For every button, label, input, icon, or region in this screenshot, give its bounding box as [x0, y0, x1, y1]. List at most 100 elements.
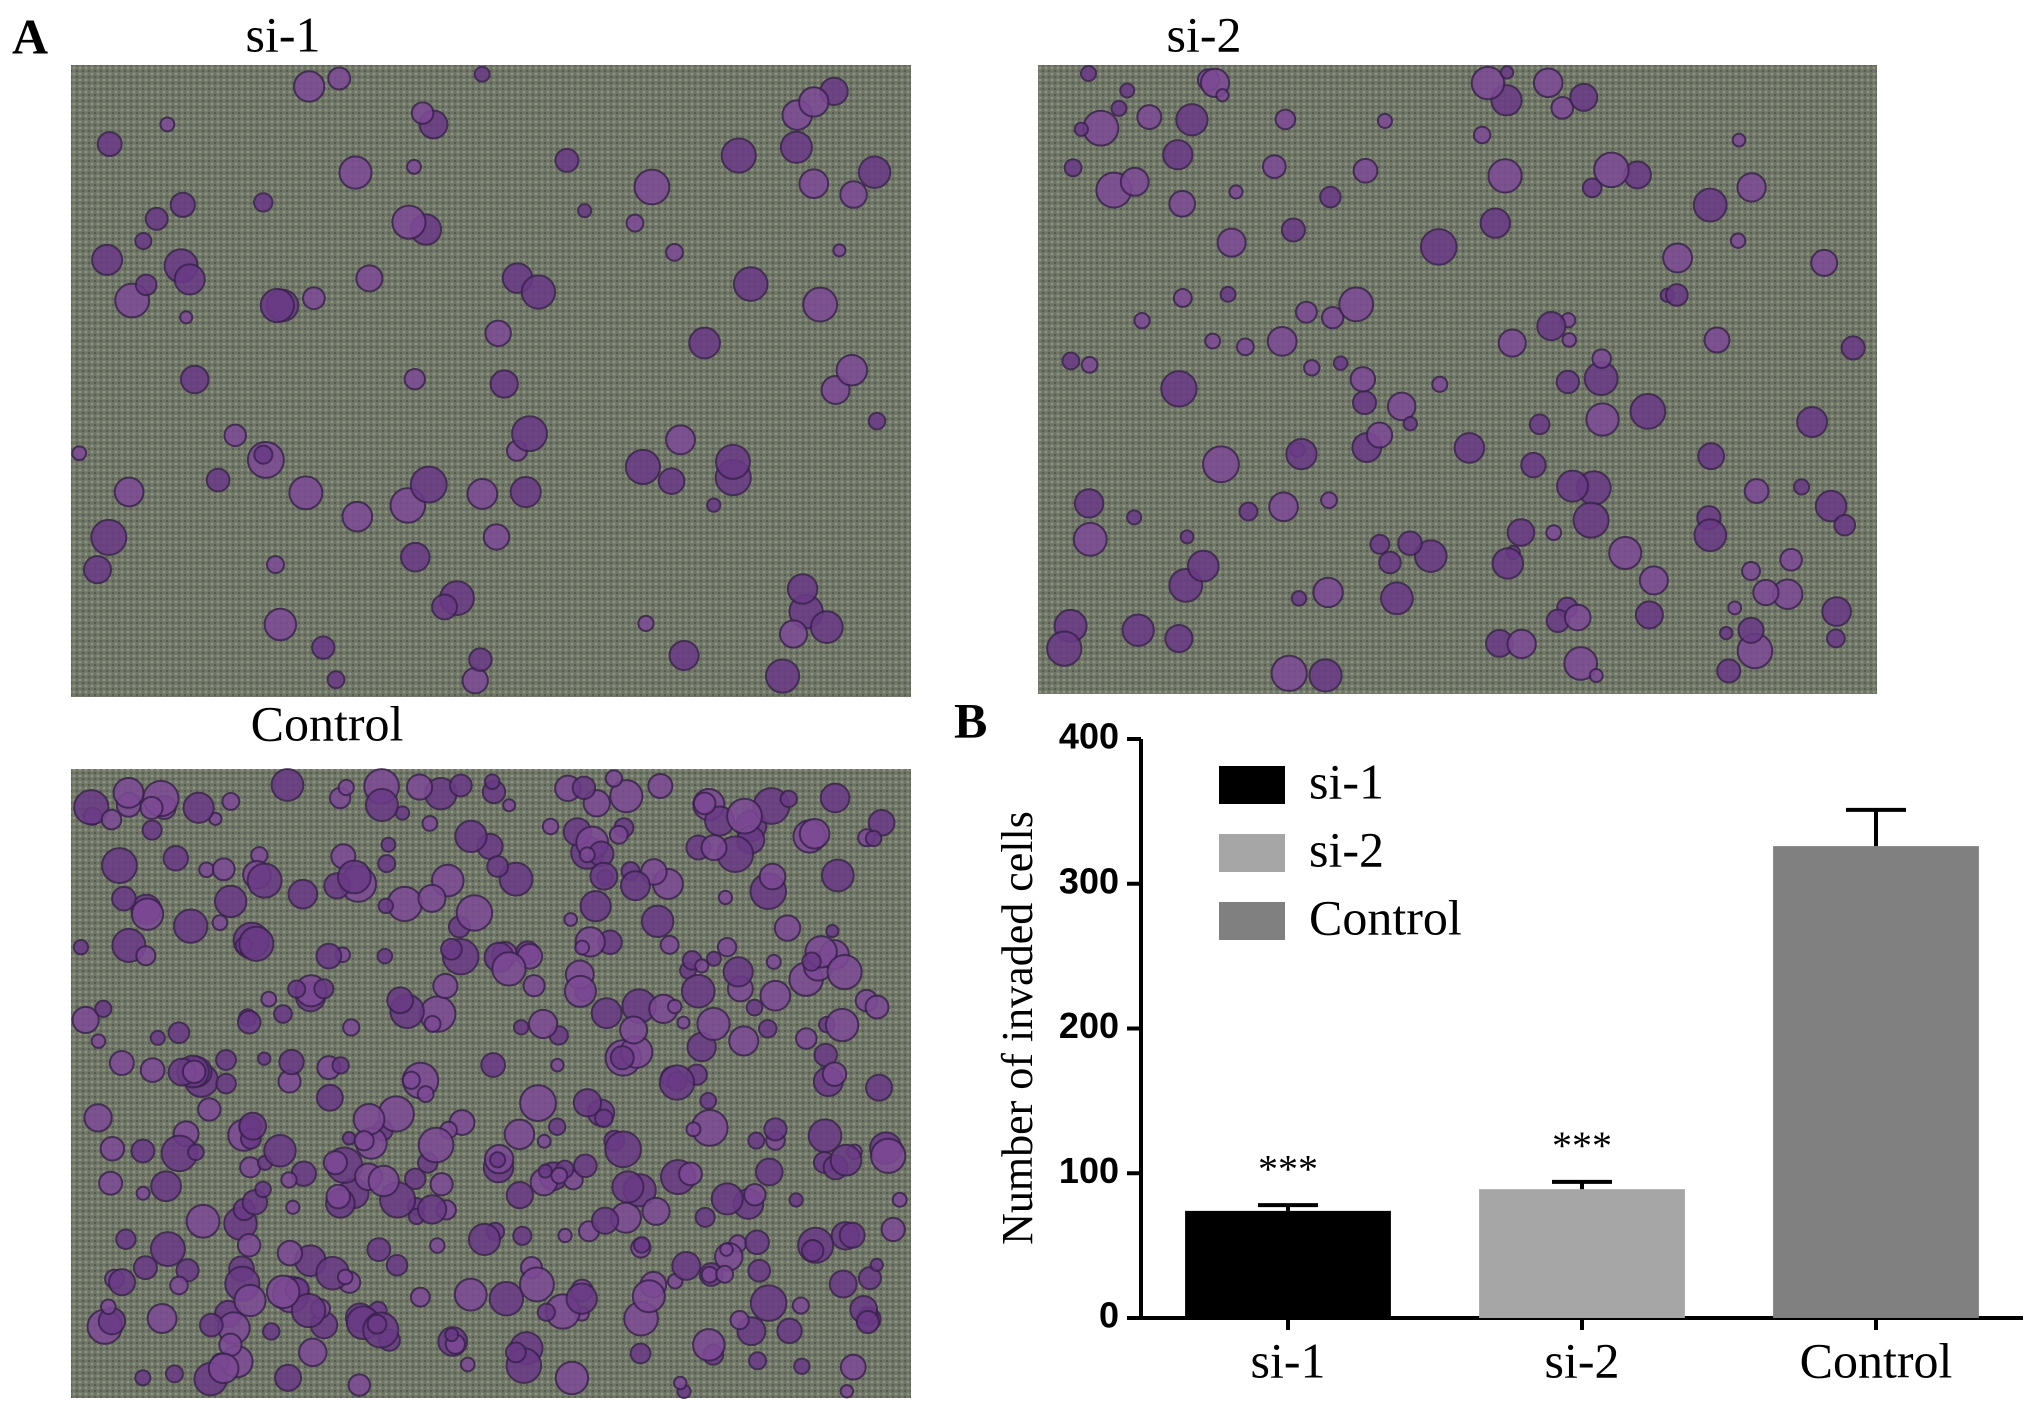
cell [1186, 549, 1220, 583]
cell [657, 467, 686, 495]
cell [134, 273, 158, 297]
cell [509, 475, 542, 509]
cell [90, 518, 128, 556]
cell [631, 1279, 666, 1314]
cell [717, 889, 734, 906]
cell [1634, 600, 1664, 630]
cell [795, 1027, 818, 1050]
cell [1569, 82, 1599, 112]
cell [1397, 530, 1423, 557]
y-tick-label: 400 [1059, 716, 1119, 757]
cell [1556, 469, 1590, 503]
cell [260, 990, 278, 1008]
cell [263, 1134, 297, 1168]
cell [1338, 286, 1375, 323]
cell [107, 1268, 136, 1297]
cell [1585, 402, 1620, 437]
cell [1608, 536, 1643, 571]
cell [502, 798, 517, 813]
cell [409, 465, 448, 504]
cell [337, 859, 372, 895]
cell [1414, 539, 1448, 573]
cell [591, 1206, 620, 1235]
cell [548, 1117, 567, 1136]
cell [90, 1033, 107, 1049]
cell [270, 768, 305, 802]
cell [1280, 217, 1306, 243]
cell [624, 448, 661, 486]
cell [410, 101, 435, 125]
cell [864, 829, 883, 848]
cell [732, 266, 769, 302]
cell [763, 1117, 788, 1142]
cell [668, 639, 700, 671]
cell [589, 861, 619, 891]
cell [182, 791, 215, 824]
cell [1497, 328, 1527, 358]
cell [745, 998, 764, 1017]
cell [489, 369, 519, 399]
cell [1352, 157, 1379, 184]
cell [764, 658, 801, 694]
cell [486, 855, 510, 878]
cell [857, 155, 892, 189]
cell [1593, 151, 1630, 189]
cell [101, 847, 138, 884]
cell [1743, 478, 1770, 504]
cell [839, 1353, 867, 1381]
cell [825, 924, 840, 939]
cell [337, 778, 355, 797]
cell [1204, 332, 1222, 350]
cell [287, 878, 319, 910]
cell [1386, 391, 1417, 422]
cell [665, 242, 684, 262]
cell [1741, 561, 1762, 582]
cell [416, 1085, 435, 1103]
cell [484, 319, 512, 348]
cell [149, 1029, 166, 1046]
cell [1262, 154, 1287, 179]
cell [480, 1052, 506, 1078]
cell [215, 1049, 237, 1071]
cell [91, 243, 124, 276]
cell [322, 1150, 348, 1176]
cell [1491, 547, 1525, 580]
y-tick-label: 300 [1059, 860, 1119, 901]
cell [1793, 478, 1811, 496]
cell [380, 836, 397, 853]
cell [366, 1313, 388, 1335]
cell [550, 1057, 565, 1073]
cell [801, 1238, 825, 1263]
cell [491, 951, 527, 987]
cell [838, 1221, 866, 1249]
cell [536, 1302, 556, 1322]
cell [1499, 65, 1515, 80]
cell [1536, 311, 1567, 342]
cell [819, 782, 851, 814]
cell [694, 1206, 716, 1228]
cell [880, 1216, 906, 1243]
cell [1419, 228, 1458, 266]
cell [557, 1227, 573, 1244]
cell [571, 775, 597, 801]
cell [280, 1171, 298, 1189]
cell [1472, 125, 1492, 145]
cell [233, 1283, 267, 1318]
cell [134, 1369, 152, 1387]
cell [259, 287, 295, 324]
cell [563, 974, 597, 1008]
cell [519, 1084, 557, 1123]
cell [150, 1170, 182, 1203]
cell [256, 1051, 272, 1066]
cell [238, 925, 275, 962]
cell [629, 1342, 652, 1365]
cell [1731, 132, 1747, 148]
cell [293, 70, 326, 103]
cell [1168, 189, 1197, 218]
cell [1532, 67, 1564, 99]
cell [578, 846, 596, 864]
cell [429, 1172, 454, 1197]
cell [236, 1233, 262, 1258]
cell [744, 1229, 770, 1256]
